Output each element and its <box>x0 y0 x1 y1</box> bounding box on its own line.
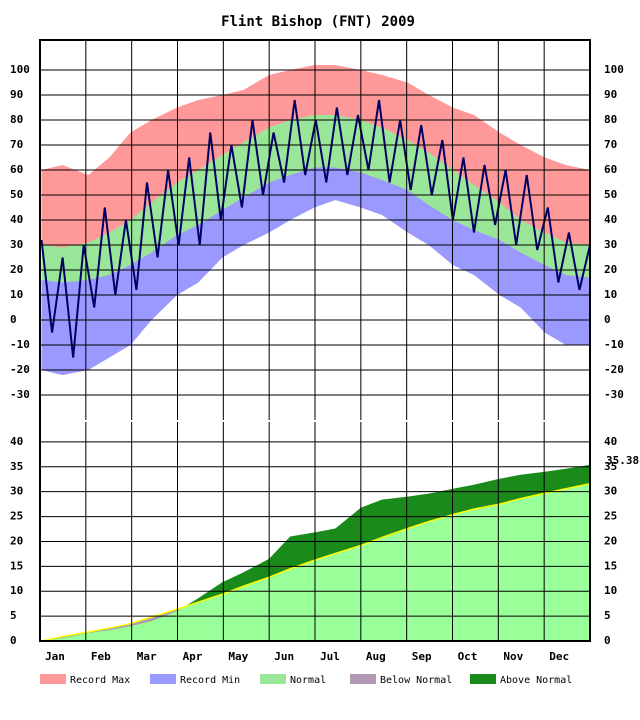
y-tick-label: 30 <box>10 238 23 251</box>
y-tick-label-right: 30 <box>604 238 617 251</box>
x-tick-label: Nov <box>503 650 523 663</box>
total-label: 35.38 <box>606 454 639 467</box>
y-tick-label: 50 <box>10 188 23 201</box>
y-tick-label: 10 <box>10 288 23 301</box>
plot-frame <box>39 39 591 642</box>
legend-label: Normal <box>290 675 326 686</box>
y-tick-label-right: 40 <box>604 213 617 226</box>
y-tick-label-right: 70 <box>604 138 617 151</box>
y-tick-label: 20 <box>10 534 23 547</box>
legend-swatch <box>260 674 286 684</box>
legend-label: Below Normal <box>380 675 452 686</box>
y-tick-label: -10 <box>10 338 30 351</box>
y-tick-label-right: 35 <box>604 460 617 473</box>
legend-swatch <box>150 674 176 684</box>
y-tick-label: 90 <box>10 88 23 101</box>
y-tick-label: 25 <box>10 510 23 523</box>
x-tick-label: Oct <box>458 650 478 663</box>
y-tick-label-right: -10 <box>604 338 624 351</box>
y-tick-label-right: 10 <box>604 584 617 597</box>
x-tick-label: May <box>228 650 248 663</box>
legend-label: Above Normal <box>500 675 572 686</box>
x-tick-label: Feb <box>91 650 111 663</box>
x-tick-label: Jan <box>45 650 65 663</box>
y-tick-label: 5 <box>10 609 17 622</box>
y-tick-label-right: 0 <box>604 634 611 647</box>
y-tick-label-right: 25 <box>604 510 617 523</box>
legend-swatch <box>470 674 496 684</box>
y-tick-label: 80 <box>10 113 23 126</box>
x-tick-label: Dec <box>549 650 569 663</box>
y-tick-label: -20 <box>10 363 30 376</box>
y-tick-label-right: 30 <box>604 485 617 498</box>
x-tick-label: Aug <box>366 650 386 663</box>
x-tick-label: Jul <box>320 650 340 663</box>
y-tick-label-right: -20 <box>604 363 624 376</box>
x-tick-label: Apr <box>183 650 203 663</box>
y-tick-label-right: 60 <box>604 163 617 176</box>
y-tick-label: 35 <box>10 460 23 473</box>
y-tick-label-right: 10 <box>604 288 617 301</box>
y-tick-label: 10 <box>10 584 23 597</box>
normal-band <box>41 115 591 283</box>
y-tick-label-right: 15 <box>604 559 617 572</box>
y-tick-label-right: 20 <box>604 263 617 276</box>
y-tick-label: 100 <box>10 63 30 76</box>
y-tick-label: 0 <box>10 313 17 326</box>
chart-title: Flint Bishop (FNT) 2009 <box>221 14 415 30</box>
y-tick-label: 30 <box>10 485 23 498</box>
legend-label: Record Max <box>70 675 130 686</box>
legend-label: Record Min <box>180 675 240 686</box>
legend-swatch <box>350 674 376 684</box>
y-tick-label: 20 <box>10 263 23 276</box>
y-tick-label-right: 100 <box>604 63 624 76</box>
y-tick-label-right: 0 <box>604 313 611 326</box>
legend-swatch <box>40 674 66 684</box>
y-tick-label: 40 <box>10 213 23 226</box>
y-tick-label: 15 <box>10 559 23 572</box>
record-min-band <box>41 167 591 375</box>
y-tick-label-right: 40 <box>604 435 617 448</box>
x-tick-label: Sep <box>412 650 432 663</box>
y-tick-label: 60 <box>10 163 23 176</box>
y-tick-label-right: 90 <box>604 88 617 101</box>
x-tick-label: Jun <box>274 650 294 663</box>
normal-area <box>41 483 591 641</box>
y-tick-label-right: -30 <box>604 388 624 401</box>
y-tick-label-right: 50 <box>604 188 617 201</box>
y-tick-label: 40 <box>10 435 23 448</box>
y-tick-label: 0 <box>10 634 17 647</box>
y-tick-label: 70 <box>10 138 23 151</box>
y-tick-label-right: 5 <box>604 609 611 622</box>
y-tick-label-right: 20 <box>604 534 617 547</box>
y-tick-label-right: 80 <box>604 113 617 126</box>
y-tick-label: -30 <box>10 388 30 401</box>
normal-line <box>41 482 591 642</box>
x-tick-label: Mar <box>137 650 157 663</box>
